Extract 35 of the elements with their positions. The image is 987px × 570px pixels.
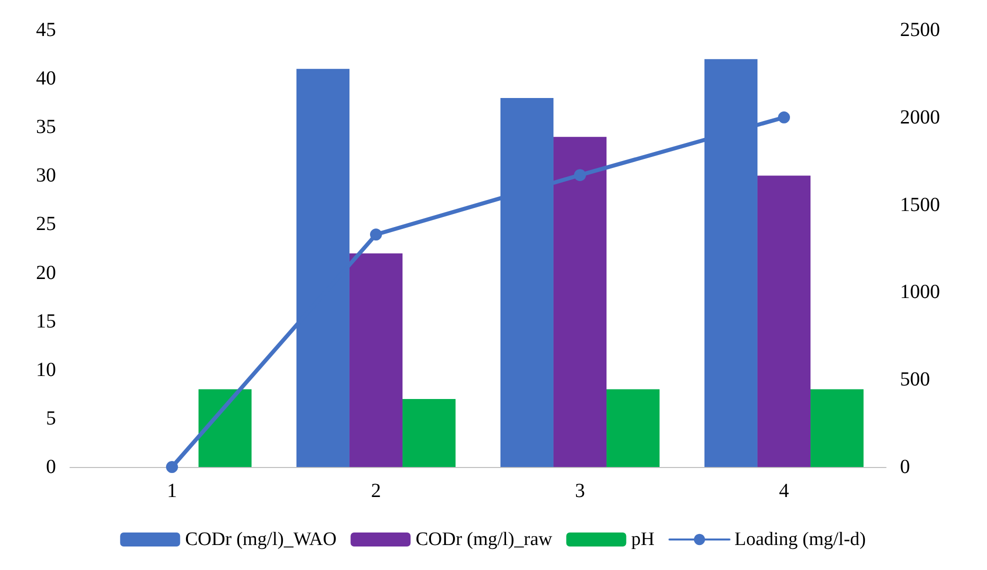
y-tick-label: 0 [46,456,56,478]
bar [757,176,811,467]
legend-label: pH [631,529,655,550]
y-tick-label: 25 [36,213,56,236]
bar [553,136,607,467]
legend-label: CODr (mg/l)_WAO [185,529,337,550]
legend-label: CODr (mg/l)_raw [416,529,553,550]
bar [402,399,456,467]
y-tick-label: 30 [36,164,56,187]
y2-tick-label: 0 [900,456,910,478]
y2-tick-label: 2000 [900,106,940,128]
point [574,169,586,182]
x-tick-label: 1 [167,480,177,502]
legend-label: Loading (mg/l-d) [734,529,866,550]
bar [606,389,660,467]
x-tick-label: 4 [779,480,789,502]
y-tick-label: 45 [36,19,56,41]
y-tick-label: 5 [46,407,56,430]
x-tick-label: 2 [371,480,381,502]
point [166,461,178,473]
y-tick-label: 35 [36,116,56,138]
y2-tick-label: 500 [900,368,930,391]
point [370,228,382,241]
y-tick-label: 10 [36,358,56,381]
bar [810,389,864,467]
y2-tick-label: 1500 [900,194,940,216]
x-tick-label: 3 [575,480,585,502]
bar [198,389,252,467]
bar [349,253,403,467]
y-tick-label: 40 [36,68,56,90]
y2-tick-label: 2500 [900,19,940,41]
y2-tick-label: 1000 [900,281,940,304]
y-tick-label: 20 [36,262,56,284]
point [778,111,790,124]
y-tick-label: 15 [36,310,56,332]
